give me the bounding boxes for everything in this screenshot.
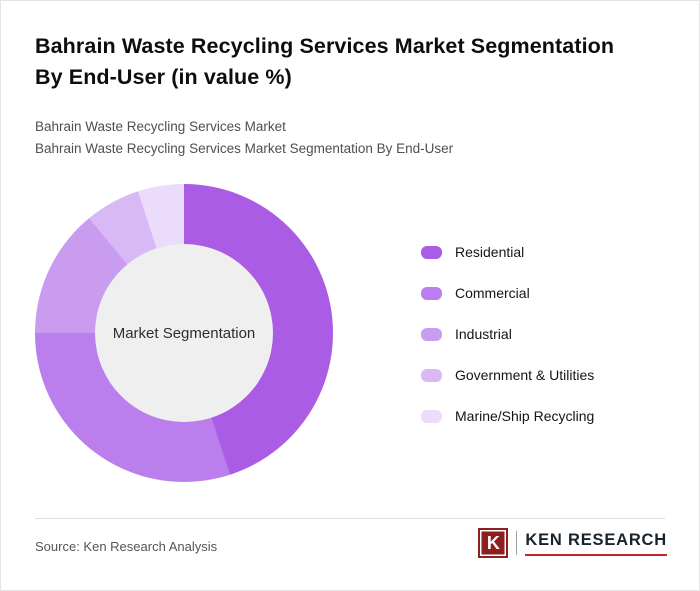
- source-text: Source: Ken Research Analysis: [35, 539, 218, 554]
- legend-swatch: [421, 368, 442, 382]
- logo-wordmark: KEN RESEARCH: [525, 531, 667, 556]
- legend-swatch: [421, 327, 442, 341]
- logo-separator: [516, 531, 518, 555]
- legend-item: Industrial: [421, 326, 594, 342]
- donut-center-label: Market Segmentation: [112, 324, 256, 342]
- legend-swatch: [421, 409, 442, 423]
- logo-k-icon: K: [478, 528, 509, 558]
- legend-item: Residential: [421, 244, 594, 260]
- legend-item: Commercial: [421, 285, 594, 301]
- legend-label: Government & Utilities: [455, 367, 595, 383]
- legend: Residential Commercial Industrial Governmen…: [421, 244, 594, 424]
- legend-swatch: [421, 286, 442, 300]
- legend-label: Marine/Ship Recycling: [455, 408, 595, 424]
- legend-label: Commercial: [455, 285, 530, 301]
- legend-label: Industrial: [455, 326, 512, 342]
- subtitle-line-1: Bahrain Waste Recycling Services Market: [35, 119, 286, 134]
- legend-label: Residential: [455, 244, 525, 260]
- subtitle-block: Bahrain Waste Recycling Services Market …: [35, 116, 453, 159]
- ken-research-logo: K KEN RESEARCH: [478, 528, 667, 558]
- footer-divider: [35, 518, 665, 519]
- legend-item: Marine/Ship Recycling: [421, 408, 594, 424]
- donut-hole: Market Segmentation: [95, 244, 273, 422]
- page-title: Bahrain Waste Recycling Services Market …: [35, 34, 615, 89]
- subtitle-line-2: Bahrain Waste Recycling Services Market …: [35, 140, 454, 156]
- donut-chart: Market Segmentation: [35, 184, 333, 482]
- legend-item: Government & Utilities: [421, 367, 594, 383]
- legend-swatch: [421, 245, 442, 259]
